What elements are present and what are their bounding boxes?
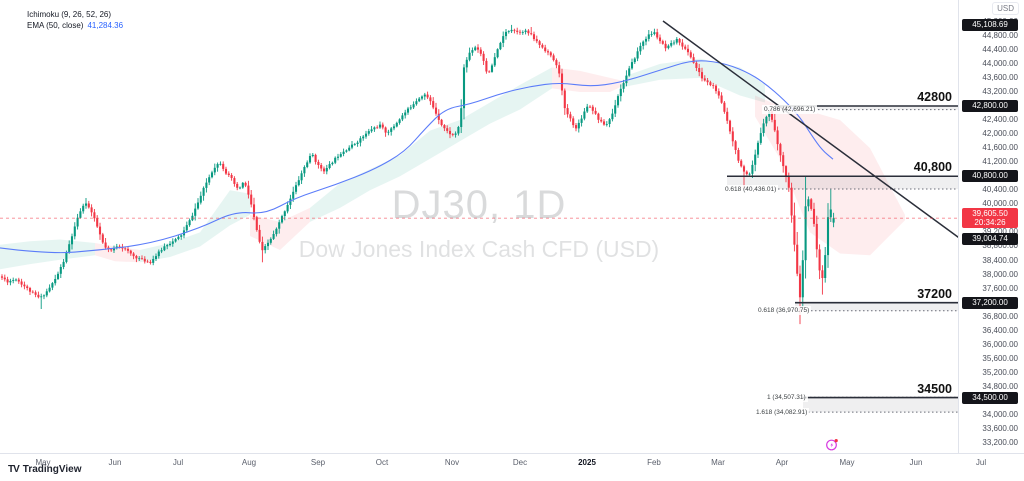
indicator-legend: Ichimoku (9, 26, 52, 26) EMA (50, close)… <box>27 9 123 31</box>
month-label: Apr <box>775 458 789 467</box>
event-marker-icon[interactable] <box>825 438 839 452</box>
price-level-badge: 42,800.00 <box>962 100 1018 112</box>
fib-level-label[interactable]: 1.618 (34,082.91) <box>754 407 810 417</box>
month-label: May <box>35 458 51 467</box>
price-tick: 36,400.00 <box>982 325 1018 335</box>
price-tick: 44,800.00 <box>982 30 1018 40</box>
month-label: Nov <box>444 458 460 467</box>
price-tick: 34,800.00 <box>982 381 1018 391</box>
last-price-badge: 39,605.50 20:34:26 <box>962 208 1018 229</box>
month-label: Dec <box>512 458 528 467</box>
price-tick: 36,800.00 <box>982 311 1018 321</box>
price-level-badge: 34,500.00 <box>962 391 1018 404</box>
price-level-badge: 45,108.69 <box>962 18 1018 31</box>
ema-value: 41,284.36 <box>87 21 124 30</box>
price-level-badge: 39,004.74 <box>962 233 1018 246</box>
currency-label[interactable]: USD <box>992 2 1019 15</box>
price-tick: 40,000.00 <box>982 199 1018 209</box>
price-axis[interactable]: USD 45,200.0044,800.0044,400.0044,000.00… <box>958 0 1024 453</box>
price-tick: 42,000.00 <box>982 129 1018 139</box>
price-level-badge: 37,200.00 <box>962 296 1018 309</box>
price-tick: 34,000.00 <box>982 410 1018 420</box>
fib-level-label[interactable]: 1 (34,507.31) <box>765 392 808 402</box>
price-tick: 33,600.00 <box>982 424 1018 434</box>
legend-ema[interactable]: EMA (50, close) 41,284.36 <box>27 20 123 31</box>
price-tick: 35,200.00 <box>982 367 1018 377</box>
price-tick: 42,400.00 <box>982 115 1018 125</box>
key-level-label[interactable]: 42800 <box>917 90 952 104</box>
fib-level-label[interactable]: 0.618 (40,436.01) <box>723 184 779 194</box>
price-tick: 38,400.00 <box>982 255 1018 265</box>
price-tick: 39,200.00 <box>982 227 1018 237</box>
price-tick: 38,000.00 <box>982 269 1018 279</box>
month-label: May <box>839 458 855 467</box>
month-label: 2025 <box>578 458 596 467</box>
month-label: Aug <box>241 458 257 467</box>
month-label: Mar <box>711 458 725 467</box>
chart-canvas[interactable] <box>0 0 958 453</box>
price-tick: 40,400.00 <box>982 185 1018 195</box>
legend-ichimoku[interactable]: Ichimoku (9, 26, 52, 26) <box>27 9 123 20</box>
price-tick: 38,800.00 <box>982 241 1018 251</box>
month-label: Jul <box>975 458 987 467</box>
tradingview-logo[interactable]: TV TradingView <box>8 464 82 475</box>
ichimoku-label: Ichimoku (9, 26, 52, 26) <box>27 10 112 19</box>
fib-level-label[interactable]: 0.786 (42,696.21) <box>762 105 818 115</box>
time-axis[interactable]: May Jun Jul Aug Sep Oct Nov Dec 2025 Feb Mar Apr May… <box>0 453 1024 481</box>
price-tick: 35,600.00 <box>982 353 1018 363</box>
last-price-value: 39,605.50 <box>972 209 1008 219</box>
price-tick: 33,200.00 <box>982 438 1018 448</box>
tradingview-logo-icon: TV <box>8 464 20 475</box>
month-label: Feb <box>647 458 661 467</box>
month-label: Jun <box>108 458 122 467</box>
price-tick: 36,000.00 <box>982 339 1018 349</box>
month-label: Sep <box>310 458 326 467</box>
price-tick: 37,600.00 <box>982 283 1018 293</box>
month-label: Jul <box>172 458 184 467</box>
price-tick: 41,200.00 <box>982 157 1018 167</box>
price-level-badge: 40,800.00 <box>962 170 1018 183</box>
key-level-label[interactable]: 40,800 <box>913 160 952 175</box>
tradingview-logo-text: TradingView <box>22 464 82 475</box>
price-tick: 41,600.00 <box>982 143 1018 153</box>
price-tick: 44,000.00 <box>982 58 1018 68</box>
bar-countdown: 20:34:26 <box>974 218 1006 228</box>
key-level-label[interactable]: 34500 <box>917 381 952 396</box>
month-label: Oct <box>375 458 389 467</box>
price-tick: 43,200.00 <box>982 86 1018 96</box>
price-tick: 44,400.00 <box>982 44 1018 54</box>
ema-label: EMA (50, close) <box>27 21 84 30</box>
fib-level-label[interactable]: 0.618 (36,970.75) <box>756 306 812 316</box>
month-label: Jun <box>909 458 923 467</box>
price-tick: 43,600.00 <box>982 72 1018 82</box>
key-level-label[interactable]: 37200 <box>917 286 952 301</box>
